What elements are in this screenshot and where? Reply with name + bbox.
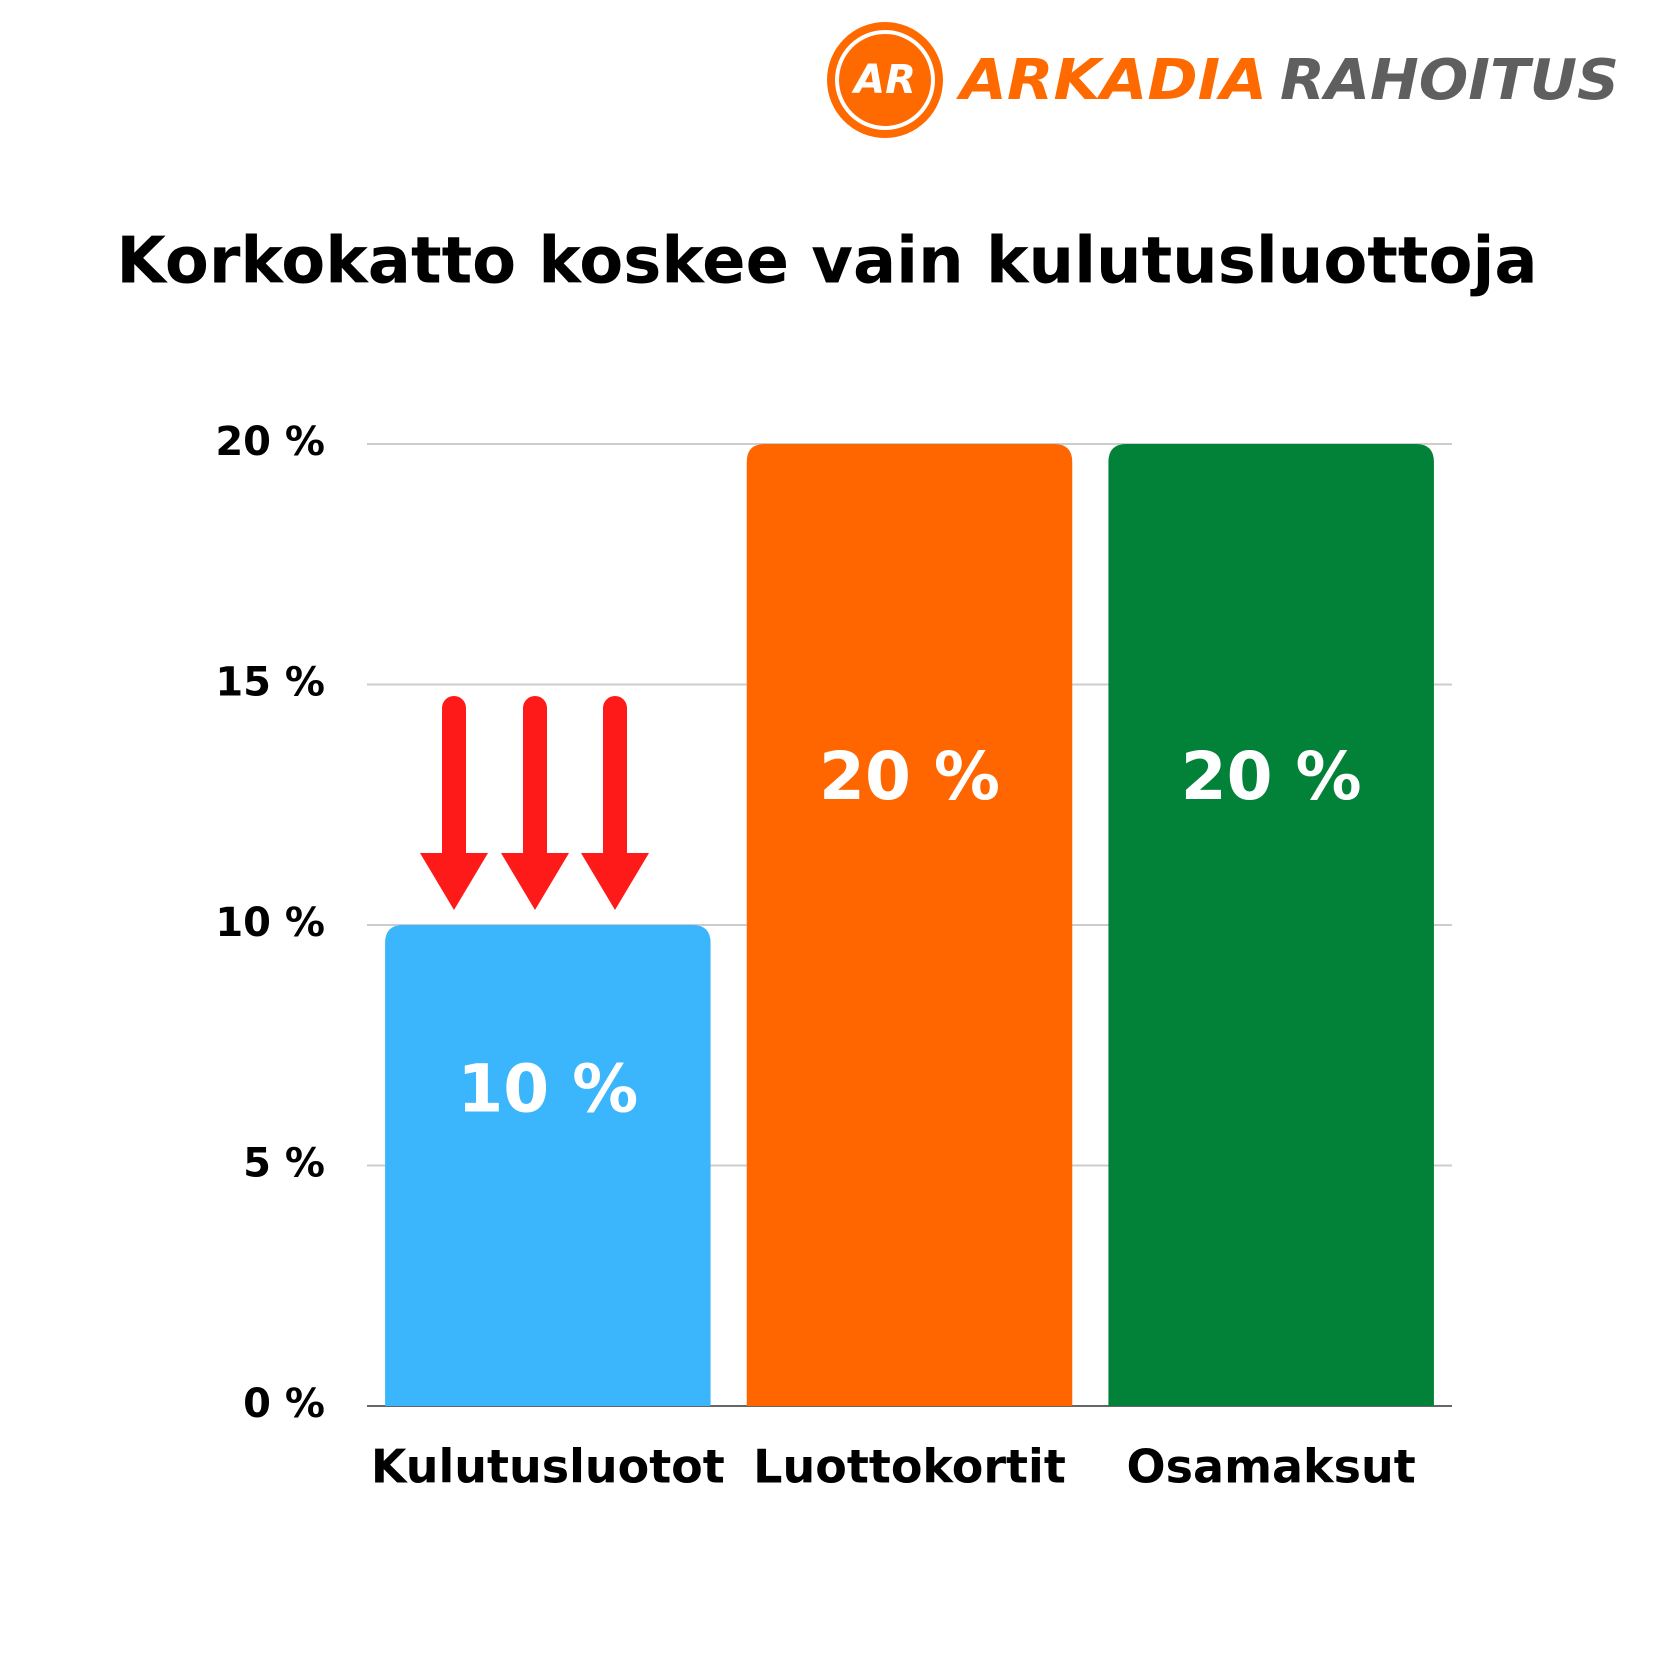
bar bbox=[385, 925, 711, 1406]
arrow bbox=[581, 696, 649, 910]
logo: AR ARKADIA RAHOITUS bbox=[827, 22, 1619, 138]
value-label: 20 % bbox=[819, 738, 1000, 815]
y-tick-label: 5 % bbox=[243, 1141, 325, 1187]
logo-ring bbox=[835, 30, 935, 130]
logo-name: ARKADIA bbox=[956, 48, 1267, 113]
x-tick-label: Luottokortit bbox=[753, 1440, 1066, 1494]
plot: 0 % 5 % 10 % 15 % 20 % 10 % Kulutusluotot 20 % L… bbox=[215, 419, 1452, 1494]
arrow bbox=[501, 696, 569, 910]
value-label: 20 % bbox=[1181, 738, 1362, 815]
y-tick-label: 20 % bbox=[215, 419, 325, 465]
chart-title: Korkokatto koskee vain kulutusluottoja bbox=[116, 225, 1537, 299]
bar bbox=[746, 444, 1073, 1406]
y-tick-label: 0 % bbox=[243, 1381, 325, 1427]
bar bbox=[1108, 444, 1434, 1406]
logo-circle bbox=[827, 22, 943, 138]
x-tick-label: Kulutusluotot bbox=[371, 1440, 725, 1494]
arrow bbox=[420, 696, 488, 910]
logo-name: RAHOITUS bbox=[1280, 48, 1619, 113]
value-label: 10 % bbox=[457, 1050, 638, 1127]
y-tick-label: 15 % bbox=[215, 660, 325, 706]
y-tick-label: 10 % bbox=[215, 900, 325, 946]
logo-mark: AR bbox=[851, 57, 916, 103]
arrows bbox=[420, 696, 649, 910]
x-tick-label: Osamaksut bbox=[1127, 1440, 1416, 1494]
